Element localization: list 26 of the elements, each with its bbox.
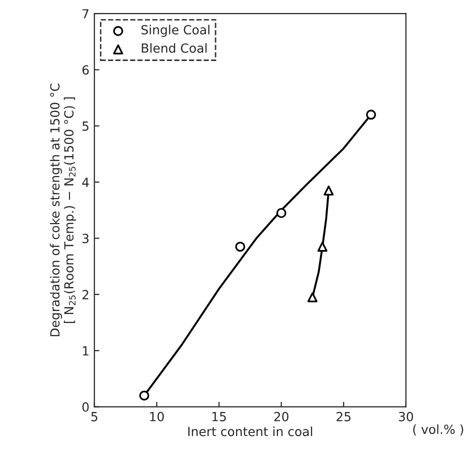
y-tick-label: 7 (82, 9, 88, 18)
y-tick-label: 2 (82, 290, 88, 300)
x-tick-label: 10 (150, 412, 164, 422)
y-tick-label: 1 (82, 346, 88, 356)
x-tick-label: 30 (398, 412, 414, 422)
point (366, 110, 376, 120)
x-tick-label: 15 (212, 412, 226, 422)
legend-label: Single Coal (141, 24, 210, 37)
y-tick-label: 0 (82, 402, 89, 412)
point (307, 292, 318, 302)
point (139, 390, 150, 401)
y-axis-title: Degradation of coke strength at 1500 °C [ N$_{25}$(Room Temp.) − N$_{25}$(1500 °C) ] (50, 84, 76, 336)
point (276, 208, 286, 218)
point (324, 186, 334, 196)
point (317, 242, 328, 252)
x-axis-title: Inert content in coal (188, 426, 312, 436)
x-tick-label: 5 (91, 412, 98, 422)
y-tick-label: 4 (82, 178, 89, 187)
y-tick-label: 6 (82, 65, 89, 75)
legend-label: Blend Coal (142, 43, 207, 53)
x-tick-label: 25 (336, 412, 350, 422)
x-tick-label: 20 (274, 412, 288, 422)
point (235, 242, 246, 252)
y-tick-label: 3 (82, 234, 89, 244)
y-tick-label: 5 (82, 122, 88, 131)
text: ( vol.% ) (413, 424, 464, 436)
